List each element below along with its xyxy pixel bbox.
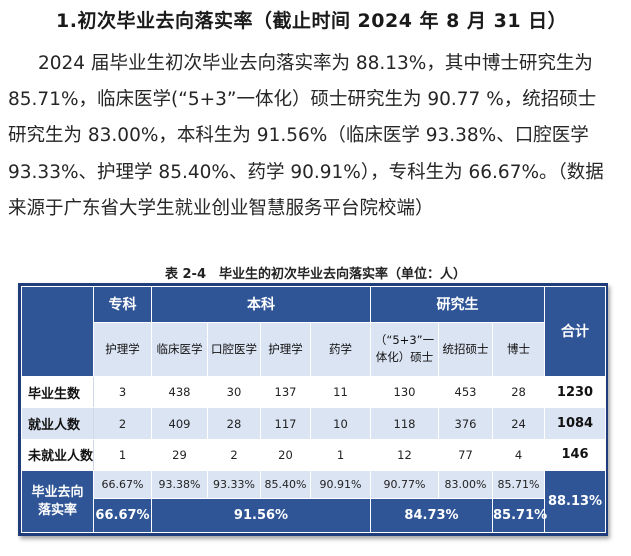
subheader: 护理学 <box>93 321 152 377</box>
row-label: 毕业生数 <box>21 375 94 409</box>
rate-cell: 85.40% <box>260 470 311 500</box>
rate-cell: 90.91% <box>310 470 371 500</box>
table-cell: 453 <box>438 375 493 409</box>
table-cell: 77 <box>438 438 493 472</box>
table-cell: 130 <box>370 375 439 409</box>
table-cell: 438 <box>151 375 208 409</box>
subheader: 药学 <box>310 321 371 377</box>
table-cell: 28 <box>491 375 546 409</box>
table-cell: 137 <box>260 375 311 409</box>
employment-rate-table: 专科 本科 研究生 合计 护理学 临床医学 口腔医学 护理学 药学 （“5+3”… <box>18 283 608 536</box>
rate-cell: 93.33% <box>207 470 261 500</box>
table-cell: 24 <box>491 407 546 440</box>
table-caption: 表 2-4 毕业生的初次毕业去向落实率（单位：人） <box>164 267 466 282</box>
group-zhuanke: 专科 <box>93 286 152 323</box>
subheader: 临床医学 <box>151 321 208 377</box>
table-cell: 20 <box>260 438 311 472</box>
table-cell: 376 <box>438 407 493 440</box>
rate-cell: 85.71% <box>491 470 546 500</box>
rate-row: 毕业去向落实率 66.67% 93.38% 93.33% 85.40% 90.9… <box>21 470 607 533</box>
subheader: （“5+3”一体化）硕士 <box>370 321 439 377</box>
total-cell: 1084 <box>544 407 607 440</box>
table-cell: 409 <box>151 407 208 440</box>
subheader: 博士 <box>491 321 546 377</box>
group-yanjiusheng: 研究生 <box>369 286 546 323</box>
table-cell: 28 <box>207 407 261 440</box>
table-cell: 118 <box>370 407 439 440</box>
rate-cell: 93.38% <box>151 470 208 500</box>
total-cell: 146 <box>544 438 607 472</box>
table-cell: 4 <box>491 438 546 472</box>
table-cell: 3 <box>93 375 152 409</box>
subheader: 统招硕士 <box>438 321 493 377</box>
rate-group-boshi: 85.71% <box>491 498 547 533</box>
table-cell: 29 <box>151 438 208 472</box>
corner-cell <box>21 286 94 377</box>
table-row: 未就业人数 1 29 2 20 1 12 77 4 146 <box>21 438 607 472</box>
table-row: 就业人数 2 409 28 117 10 118 376 24 1084 <box>21 407 607 440</box>
table-cell: 10 <box>310 407 371 440</box>
table-cell: 2 <box>207 438 261 472</box>
rate-cell: 66.67% <box>93 470 152 500</box>
rate-total-cell: 88.13% <box>544 470 607 533</box>
table-cell: 12 <box>370 438 439 472</box>
subheader: 口腔医学 <box>207 321 261 377</box>
table-cell: 2 <box>93 407 152 440</box>
total-cell: 1230 <box>544 375 607 409</box>
group-total: 合计 <box>544 286 607 377</box>
summary-text: 2024 届毕业生初次毕业去向落实率为 88.13%，其中博士研究生为 85.7… <box>8 53 604 219</box>
rate-group-zhuanke: 66.67% <box>93 498 152 533</box>
summary-paragraph: 2024 届毕业生初次毕业去向落实率为 88.13%，其中博士研究生为 85.7… <box>8 46 608 227</box>
section-heading: 1.初次毕业去向落实率（截止时间 2024 年 8 月 31 日） <box>56 10 568 32</box>
table-row: 毕业生数 3 438 30 137 11 130 453 28 1230 <box>21 375 607 409</box>
rate-group-row: 66.67% 91.56% 84.73% 85.71% <box>22 498 606 533</box>
rate-group-shuoshi: 84.73% <box>370 498 493 533</box>
table-cell: 30 <box>207 375 261 409</box>
rate-cell: 90.77% <box>370 470 439 500</box>
row-label: 未就业人数 <box>21 438 94 472</box>
table-cell: 11 <box>310 375 371 409</box>
subheader: 护理学 <box>260 321 311 377</box>
table-cell: 1 <box>93 438 152 472</box>
row-label: 就业人数 <box>21 407 94 440</box>
rate-group-benke: 91.56% <box>151 498 371 533</box>
table-cell: 117 <box>260 407 311 440</box>
group-benke: 本科 <box>151 286 371 323</box>
rate-label: 毕业去向落实率 <box>21 470 94 533</box>
rate-cell: 83.00% <box>438 470 493 500</box>
table-cell: 1 <box>310 438 371 472</box>
